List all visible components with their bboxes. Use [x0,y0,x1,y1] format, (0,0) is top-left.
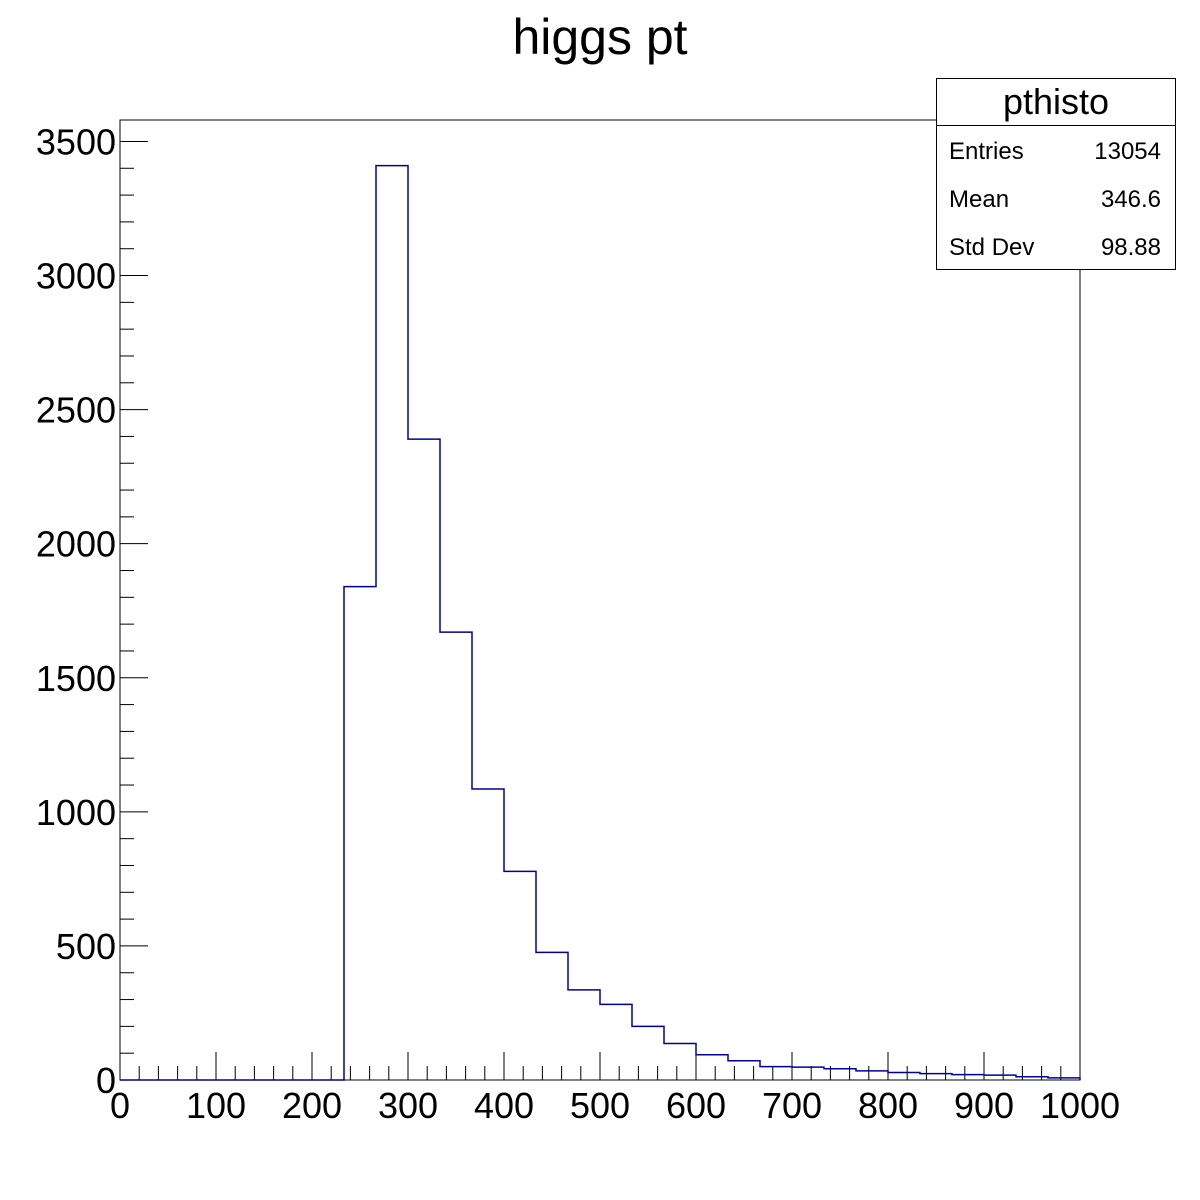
y-tick-label: 3500 [36,121,116,162]
stats-value: 98.88 [1100,234,1161,261]
x-tick-label: 400 [474,1085,534,1126]
histogram-series [120,164,1081,1081]
stats-label: Entries [949,138,1024,165]
axis-ticks [119,140,1081,1081]
histogram-bin [440,632,472,1080]
histogram-bin [632,1026,664,1080]
histogram-bin [536,952,568,1080]
x-tick-label: 0 [110,1085,130,1126]
x-tick-label: 600 [666,1085,726,1126]
stats-row-stddev: Std Dev 98.88 [937,222,1175,270]
x-tick-label: 100 [186,1085,246,1126]
stats-label: Std Dev [949,234,1035,261]
histogram-bin [344,587,376,1080]
histogram-bin [792,1067,824,1080]
axis-tick-labels: 0 100 200 300 400 500 600 700 800 900 1000 0 500 1000… [36,121,1120,1126]
y-tick-label: 1000 [36,792,116,833]
x-tick-label: 500 [570,1085,630,1126]
stats-value: 346.6 [1100,186,1161,213]
stats-row-entries: Entries 13054 [937,126,1175,174]
histogram-bin [824,1069,856,1080]
stats-value: 13054 [1094,138,1161,165]
histogram-bin [856,1071,888,1080]
x-tick-label: 700 [762,1085,822,1126]
stats-row-mean: Mean 346.6 [937,174,1175,222]
histogram-bin [696,1055,728,1080]
stats-box: pthisto Entries 13054 Mean 346.6 Std Dev… [936,78,1176,270]
x-tick-label: 1000 [1040,1085,1120,1126]
stats-label: Mean [949,186,1010,213]
histogram-bin [664,1044,696,1080]
y-tick-label: 0 [96,1060,116,1101]
histogram-bin [920,1074,952,1080]
y-tick-label: 500 [56,926,116,967]
histogram-bin [728,1061,760,1080]
y-tick-label: 2000 [36,524,116,565]
histogram-bin [600,1004,632,1080]
x-tick-label: 900 [954,1085,1014,1126]
y-tick-label: 2500 [36,390,116,431]
x-tick-label: 200 [282,1085,342,1126]
histogram-bin [408,439,440,1080]
stats-box-name: pthisto [937,79,1175,126]
y-tick-label: 3000 [36,256,116,297]
histogram-bin [568,990,600,1080]
histogram-bin [376,166,408,1080]
histogram-bin [472,789,504,1080]
histogram-bin [760,1067,792,1080]
histogram-bin [888,1072,920,1080]
histogram-bin [504,871,536,1080]
histogram-bins [344,166,1080,1080]
x-tick-label: 300 [378,1085,438,1126]
y-tick-label: 1500 [36,658,116,699]
chart-title: higgs pt [512,9,688,65]
x-tick-label: 800 [858,1085,918,1126]
histogram-bin [952,1075,984,1080]
